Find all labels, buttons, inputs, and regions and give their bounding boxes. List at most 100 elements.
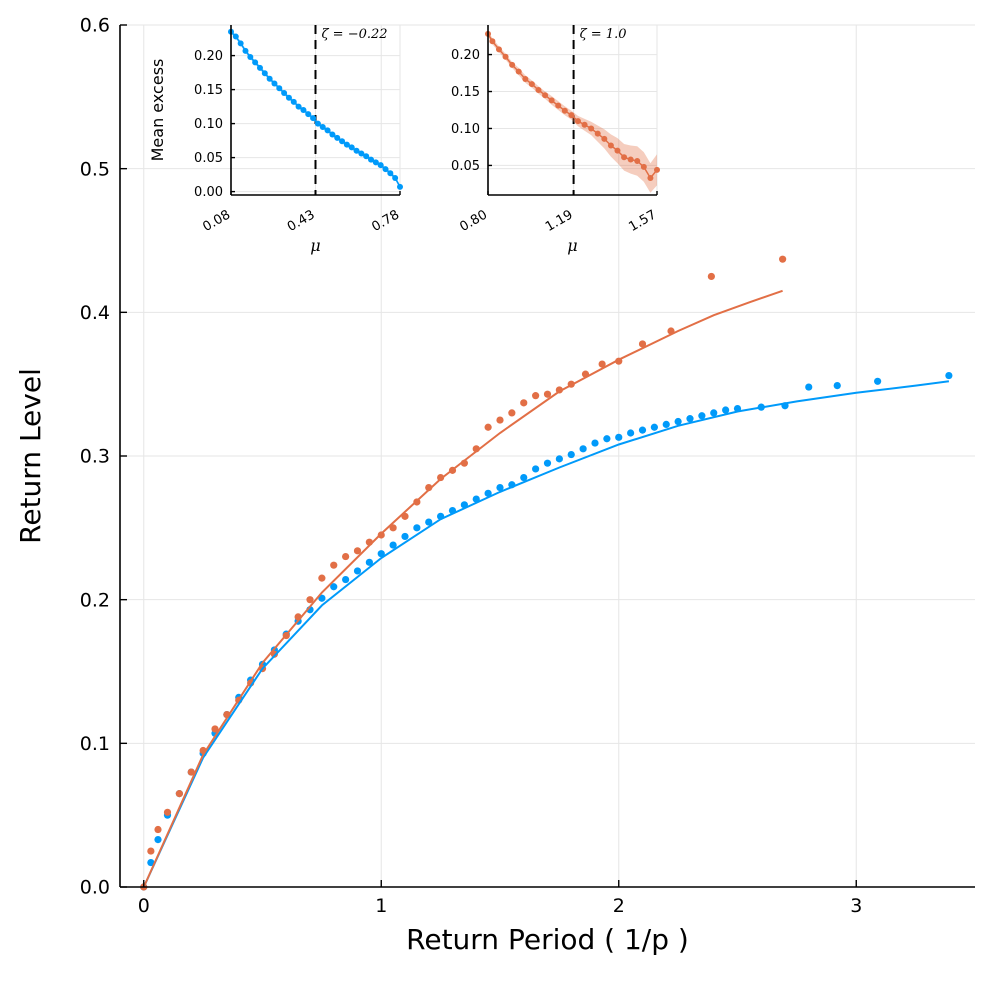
y-tick-label: 0.10 (451, 122, 480, 137)
data-point (594, 130, 601, 137)
y-tick-label: 0.00 (194, 185, 223, 200)
fit-line (142, 289, 783, 888)
data-point (154, 835, 162, 844)
data-point (535, 87, 542, 94)
data-point (256, 64, 263, 71)
y-tick-label: 0.15 (194, 83, 223, 98)
data-point (662, 420, 670, 428)
data-point (300, 107, 307, 113)
data-point (281, 90, 288, 96)
data-point (318, 574, 326, 582)
data-point (285, 94, 292, 101)
data-point (542, 92, 549, 99)
data-point (574, 118, 581, 125)
data-point (295, 103, 302, 110)
data-point (495, 46, 502, 53)
data-point (242, 47, 249, 54)
data-point (598, 360, 606, 368)
data-point (401, 532, 409, 541)
data-point (591, 439, 599, 447)
data-point (318, 594, 326, 602)
x-axis-label: μ (567, 236, 577, 255)
data-point (339, 138, 346, 145)
data-point (334, 134, 341, 141)
data-point (945, 371, 953, 380)
x-axis-label: Return Period ( 1/p ) (406, 923, 689, 956)
data-point (686, 415, 694, 423)
data-point (353, 147, 360, 154)
data-point (266, 75, 273, 82)
y-tick-label: 0.6 (80, 15, 110, 37)
data-point (365, 558, 373, 566)
data-point (654, 166, 660, 173)
data-point (276, 85, 283, 92)
data-point (348, 144, 355, 151)
main-plot: 0 1 2 3 0.0 0.1 0.2 0.3 0.4 0.5 0.6 Return Period (… (14, 15, 975, 956)
data-point (382, 166, 389, 173)
y-tick-label: 0.3 (80, 446, 110, 468)
data-point (187, 768, 195, 776)
data-point (252, 59, 259, 66)
data-point (154, 825, 162, 834)
data-point (489, 38, 496, 45)
data-point (588, 125, 595, 132)
data-point (314, 120, 321, 127)
data-point (615, 433, 623, 441)
data-point (568, 112, 575, 119)
data-point (520, 399, 528, 407)
data-point (342, 575, 350, 584)
data-point (567, 450, 575, 459)
y-tick-label: 0.05 (194, 151, 223, 166)
data-point (324, 127, 331, 134)
data-point (211, 725, 219, 733)
data-point (532, 465, 540, 473)
y-axis-label: Mean excess (148, 59, 167, 162)
data-point (425, 518, 433, 526)
data-point (290, 98, 297, 105)
data-point (310, 115, 317, 122)
data-point (634, 158, 641, 164)
data-point (543, 459, 552, 467)
data-point (232, 33, 239, 40)
data-point (237, 40, 244, 47)
data-point (247, 53, 254, 60)
data-point (561, 107, 568, 114)
data-point (330, 561, 338, 569)
y-tick-label: 0.0 (80, 877, 110, 899)
data-point (674, 417, 682, 426)
data-point (377, 550, 385, 558)
data-point (363, 153, 370, 160)
data-point (261, 70, 268, 77)
x-axis-label: μ (310, 236, 320, 255)
data-point (543, 390, 552, 398)
data-point (707, 272, 715, 281)
data-point (175, 790, 183, 798)
data-point (306, 596, 314, 604)
x-tick-label: 1 (375, 895, 387, 917)
data-point (389, 541, 397, 549)
data-point (397, 183, 403, 190)
data-point (627, 429, 635, 437)
data-point (520, 473, 528, 482)
data-point (722, 406, 730, 414)
data-point (650, 423, 658, 431)
data-point (319, 124, 326, 130)
data-point (805, 383, 813, 391)
data-point (387, 170, 394, 177)
data-point (353, 547, 362, 555)
data-point (710, 409, 718, 417)
data-point (515, 68, 522, 75)
data-point (555, 455, 563, 463)
data-point (502, 53, 509, 60)
y-axis-label: Return Level (14, 368, 47, 544)
data-point (496, 416, 504, 424)
y-tick-label: 0.20 (451, 48, 480, 63)
data-point (353, 567, 362, 575)
data-point (555, 102, 562, 109)
data-point (522, 75, 529, 82)
data-point (271, 80, 278, 87)
data-point (413, 524, 421, 532)
y-tick-label: 0.4 (80, 302, 110, 324)
